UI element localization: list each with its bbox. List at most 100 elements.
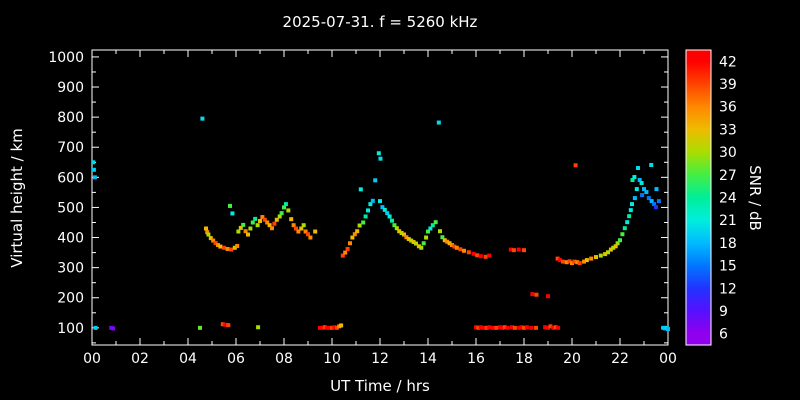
data-point [91,160,96,165]
data-point [575,260,580,265]
data-point [198,325,202,330]
data-point [632,175,637,180]
data-point [652,202,657,207]
data-point [494,325,499,330]
data-point [618,238,622,243]
data-point [228,203,232,208]
data-point [551,325,556,330]
data-point [272,221,277,226]
data-point [318,325,322,330]
data-point [363,214,368,219]
data-point [111,326,116,331]
data-point [255,223,260,228]
data-point [516,247,521,252]
data-point [243,229,248,234]
data-point [522,248,526,253]
data-point [235,243,240,248]
data-point [394,226,399,231]
data-point [615,241,620,246]
colorbar [685,49,712,346]
x-tick-label: 14 [419,351,437,367]
data-point [262,217,267,222]
data-point [387,214,392,219]
data-point [299,226,304,231]
data-point [213,240,218,245]
y-tick-label: 600 [57,170,84,186]
data-point [236,229,241,234]
data-point [628,208,633,213]
data-point [634,187,639,192]
data-point [534,325,538,330]
data-point [325,325,330,330]
colorbar-tick-label: 33 [719,122,737,138]
data-point [402,232,406,237]
data-point [416,244,421,249]
data-point [361,220,366,225]
data-point [530,292,535,297]
data-point [564,260,569,265]
data-point [270,226,274,231]
data-point [238,225,243,230]
data-point [414,241,418,246]
data-point [301,223,306,228]
data-point [419,245,424,250]
data-point [478,325,483,330]
data-point [622,226,627,231]
data-point [584,258,589,263]
data-point [436,120,441,125]
y-tick-label: 500 [57,200,84,216]
y-tick-label: 300 [57,261,84,277]
data-point [567,259,572,264]
data-point [334,325,339,330]
data-point [511,248,516,253]
data-point [376,151,381,156]
data-point [556,325,561,330]
y-tick-label: 200 [57,291,84,307]
data-point [608,247,613,252]
data-point [445,239,450,244]
data-point [267,223,272,228]
data-point [378,199,382,204]
data-point [570,261,574,266]
data-point [481,325,486,330]
data-point [620,232,625,237]
x-tick-label: 18 [515,351,533,367]
data-point [630,178,635,183]
data-point [442,238,447,243]
data-point [440,235,445,240]
data-point [296,229,301,234]
data-point [505,325,510,330]
data-point [282,205,286,210]
data-point [348,241,352,246]
data-point [291,223,296,228]
data-point [421,241,426,246]
data-point [92,175,97,180]
data-point [534,292,539,297]
data-point [330,325,334,330]
data-point [640,193,645,198]
data-point [666,327,670,332]
data-point [522,325,526,330]
data-point [649,199,654,204]
data-point [524,325,529,330]
colorbar-tick-label: 39 [719,77,737,93]
data-point [630,202,634,207]
colorbar-tick-label: 15 [719,259,737,275]
data-point [355,229,360,234]
data-point [373,178,378,183]
data-point [370,198,375,203]
data-point [382,207,387,212]
data-point [476,325,481,330]
data-point [433,220,438,225]
data-point [555,256,560,261]
data-point [385,211,390,216]
data-point [332,325,337,330]
data-point [211,238,216,243]
data-point [490,325,495,330]
data-point [543,325,548,330]
data-point [639,181,644,186]
data-point [256,325,261,330]
data-point [409,238,414,243]
data-point [306,232,310,237]
